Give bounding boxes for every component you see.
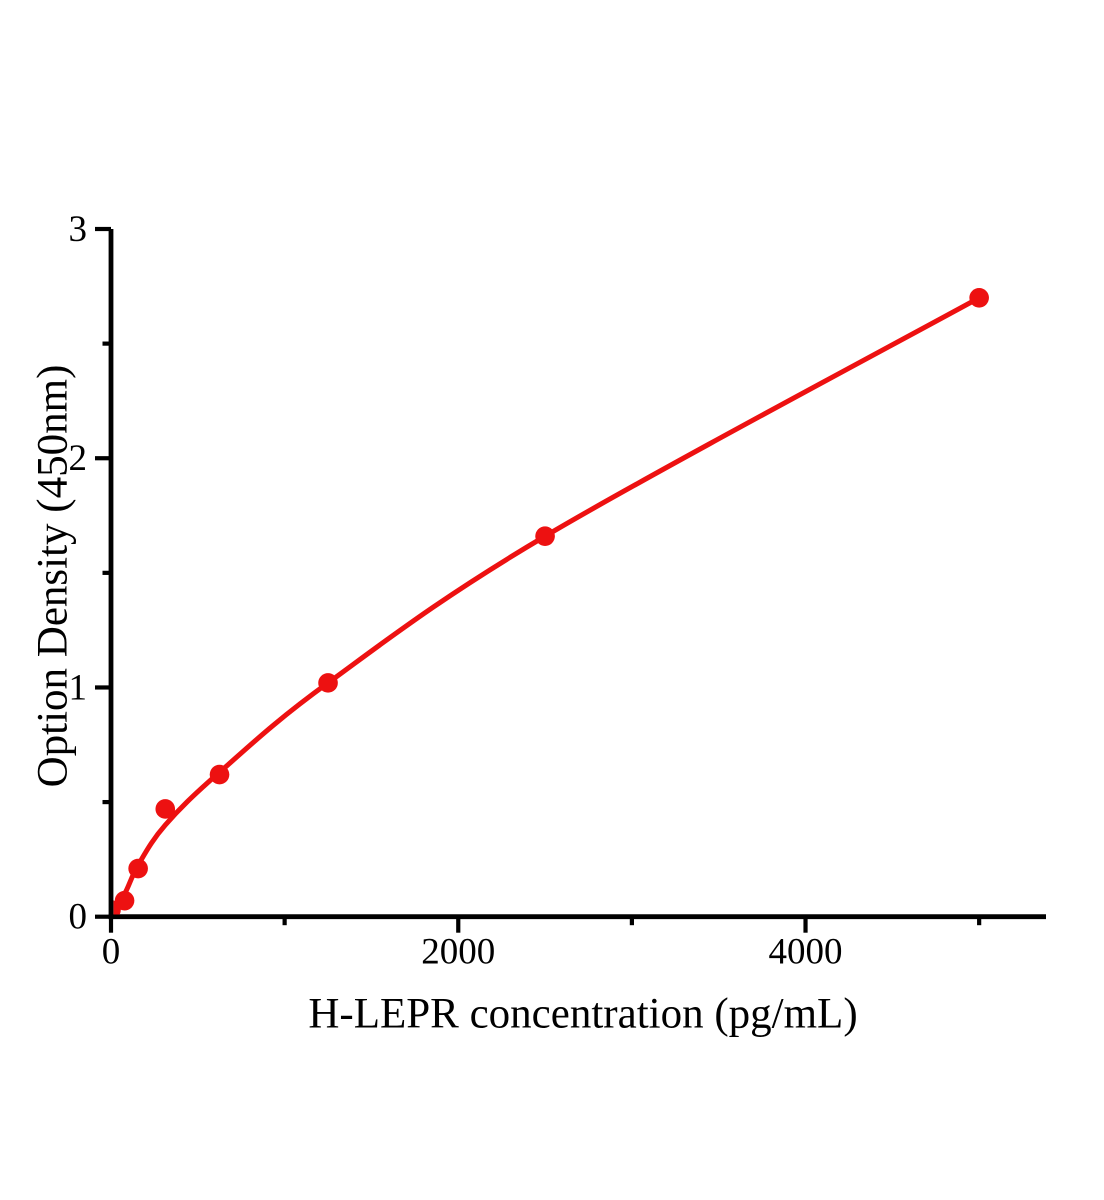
data-point-78.1 bbox=[114, 890, 135, 911]
x-tick-label-4000: 4000 bbox=[769, 932, 843, 973]
y-tick-label-1: 1 bbox=[69, 667, 88, 708]
series-layer bbox=[113, 287, 989, 915]
data-point-1250 bbox=[318, 673, 338, 693]
data-point-625 bbox=[209, 764, 230, 785]
y-tick-label-2: 2 bbox=[69, 438, 88, 479]
x-axis-title: H-LEPR concentration (pg/mL) bbox=[308, 990, 858, 1038]
data-point-156.3 bbox=[128, 858, 148, 879]
axes-layer: 0 2000 4000 0 1 2 3 bbox=[69, 209, 1046, 973]
fit-curve bbox=[113, 295, 982, 913]
x-tick-label-2000: 2000 bbox=[421, 932, 495, 973]
y-tick-label-3: 3 bbox=[69, 209, 88, 250]
data-point-5000 bbox=[969, 287, 989, 308]
x-tick-label-0: 0 bbox=[102, 932, 121, 973]
data-point-2500 bbox=[535, 526, 555, 546]
y-axis-title: Option Density (450nm) bbox=[29, 364, 77, 788]
y-tick-label-0: 0 bbox=[69, 897, 88, 938]
data-point-312.5 bbox=[155, 799, 176, 819]
